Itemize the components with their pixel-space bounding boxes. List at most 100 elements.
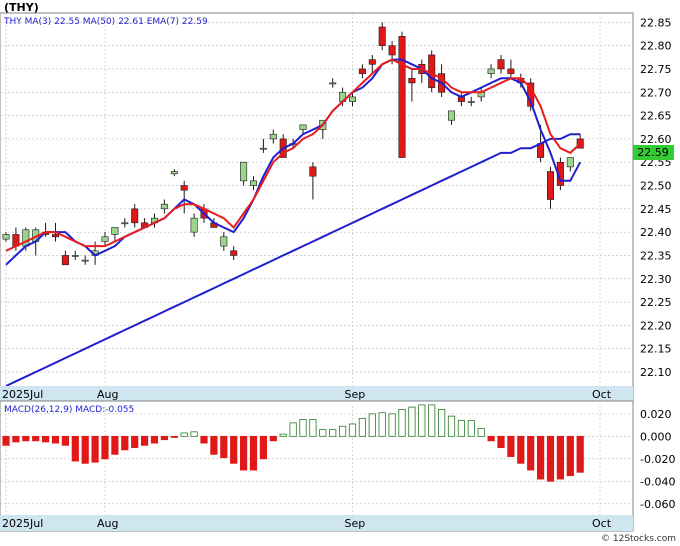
price-y-tick-label: 22.15 (640, 343, 672, 356)
macd-bar (467, 420, 475, 437)
macd-bar (487, 435, 495, 442)
candle (220, 232, 228, 251)
macd-y-tick-label: -0.020 (640, 453, 675, 466)
ticker-title: (THY) (4, 1, 39, 14)
macd-y-tick-label: -0.060 (640, 498, 675, 511)
candle-body (2, 234, 10, 240)
macd-bar (309, 419, 317, 437)
price-y-tick-label: 22.75 (640, 63, 672, 76)
macd-x-tick-label: Sep (345, 517, 366, 530)
price-y-tick-label: 22.40 (640, 226, 672, 239)
macd-histogram (2, 404, 584, 482)
candle (487, 64, 495, 79)
candle-body (299, 124, 307, 130)
candle-body (388, 45, 396, 56)
legend-item: THY (3, 17, 25, 27)
macd-x-axis-band (0, 515, 633, 531)
price-x-tick-label: Oct (592, 388, 612, 401)
macd-legend: MACD(26,12,9) MACD:-0.055 (4, 405, 134, 415)
candle-body (51, 234, 59, 238)
candle (61, 250, 69, 266)
price-y-tick-label: 22.85 (640, 16, 672, 29)
series-line-ma-3 (5, 58, 582, 266)
macd-y-tick-label: -0.040 (640, 475, 675, 488)
candle-body (170, 171, 178, 175)
macd-bar (32, 435, 40, 442)
price-x-tick-label: Sep (345, 388, 366, 401)
candle (507, 59, 515, 79)
price-x-tick-label: 2025Jul (2, 388, 43, 401)
macd-x-tick-label: Oct (592, 517, 612, 530)
candle (467, 96, 475, 107)
macd-bar (537, 435, 545, 480)
candle-body (190, 217, 198, 233)
price-y-tick-label: 22.10 (640, 366, 672, 379)
candle (546, 166, 554, 209)
macd-bar (269, 435, 277, 442)
price-y-tick-label: 22.60 (640, 133, 672, 146)
macd-bar (447, 415, 456, 437)
macd-bar (358, 417, 367, 437)
price-y-tick-label: 22.70 (640, 86, 672, 99)
legend-item: EMA(7) (147, 17, 182, 27)
macd-bar (388, 413, 396, 437)
candle-body (230, 250, 238, 256)
price-y-tick-label: 22.65 (640, 110, 672, 123)
candle-body (507, 68, 515, 74)
candle (408, 68, 416, 102)
price-x-tick-label: Aug (97, 388, 118, 401)
macd-bar (398, 408, 406, 437)
macd-bar (338, 425, 347, 437)
watermark: © 12Stocks.com (601, 534, 676, 544)
price-y-axis: 22.10 22.15 22.20 22.25 22.30 22.35 22.40 22.45… (640, 16, 672, 379)
last-price-box (633, 145, 674, 160)
candle-body (160, 203, 168, 210)
macd-bar (289, 422, 297, 437)
candle (81, 255, 89, 265)
candle (368, 54, 376, 74)
candle (250, 176, 258, 191)
legend-item: 22.55 (54, 17, 83, 27)
price-plot-area (0, 12, 634, 402)
macd-bar (497, 435, 505, 448)
macd-bar (259, 435, 268, 460)
candle (230, 246, 238, 261)
candle (131, 204, 139, 228)
macd-bar (428, 404, 436, 437)
legend-item: MA(3) (25, 17, 55, 27)
candle-body (220, 236, 228, 247)
candle-body (368, 59, 376, 65)
macd-bar (150, 435, 159, 444)
macd-bar (527, 435, 535, 471)
macd-bar (200, 435, 208, 444)
candle-body (250, 180, 258, 186)
macd-bar (91, 435, 99, 463)
candle (190, 213, 198, 237)
candle-body (111, 227, 119, 235)
candle-body (576, 138, 584, 149)
candle (71, 250, 79, 261)
candle-body (398, 36, 406, 158)
candle (111, 227, 119, 242)
price-legend: THY MA(3) 22.55 MA(50) 22.61 EMA(7) 22.5… (3, 17, 208, 27)
macd-bar (348, 423, 357, 437)
macd-bar (230, 435, 238, 464)
macd-bar (210, 435, 218, 455)
legend-item: MACD:-0.055 (75, 405, 134, 415)
macd-bar (51, 435, 60, 444)
candle (309, 162, 317, 200)
macd-bar (319, 429, 327, 437)
candle-body (259, 147, 267, 150)
price-panel: 22.10 22.15 22.20 22.25 22.30 22.35 22.40 22.45… (0, 12, 674, 402)
price-y-tick-label: 22.30 (640, 273, 672, 286)
price-x-axis-band (0, 386, 633, 401)
candle (576, 134, 584, 149)
macd-bar (329, 429, 337, 437)
macd-bar (437, 408, 446, 437)
candle (329, 78, 337, 88)
candle-body (497, 59, 505, 70)
macd-bar (71, 435, 79, 462)
macd-bar (239, 435, 248, 471)
macd-y-tick-label: 0.020 (640, 408, 672, 421)
